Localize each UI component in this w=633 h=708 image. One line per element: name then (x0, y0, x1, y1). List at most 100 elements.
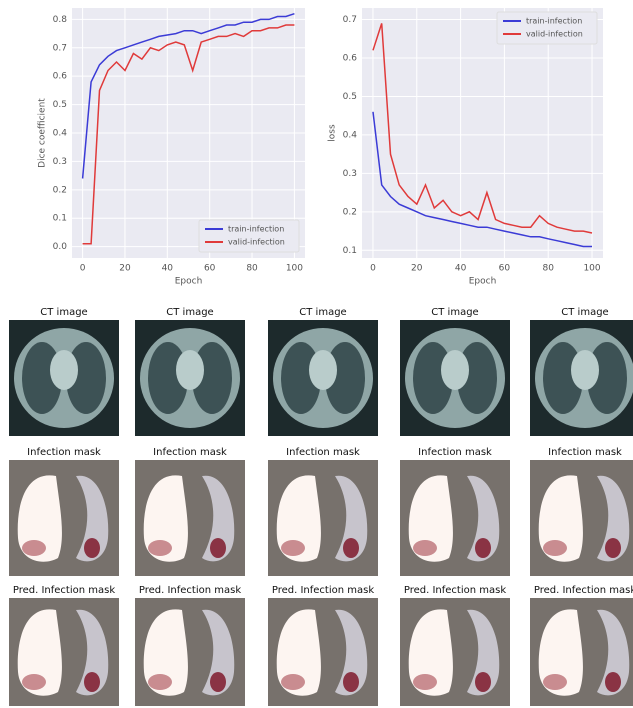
plot-area (362, 8, 603, 258)
y-tick-label: 0.3 (343, 169, 357, 179)
legend-label: train-infection (526, 17, 582, 26)
panel-title: Pred. Infection mask (534, 585, 633, 596)
infection (281, 674, 305, 690)
infection (148, 674, 172, 690)
y-axis-label: Dice coefficient (38, 98, 48, 168)
panel-title: Infection mask (418, 447, 492, 458)
y-tick-label: 0.2 (53, 185, 67, 195)
ct-heart (441, 350, 469, 390)
y-tick-label: 0.1 (53, 214, 67, 224)
infection (413, 674, 437, 690)
x-tick-label: 100 (583, 264, 600, 274)
left-lung (538, 609, 583, 696)
infection (148, 540, 172, 556)
y-tick-label: 0.6 (343, 54, 358, 64)
right-lung (202, 475, 235, 562)
left-lung (17, 475, 62, 562)
infection (475, 538, 491, 558)
x-tick-label: 0 (80, 264, 86, 274)
panel-title: CT image (40, 307, 87, 318)
left-lung (408, 475, 453, 562)
series-line (81, 12, 295, 179)
x-tick-label: 60 (499, 264, 511, 274)
ct-heart (50, 350, 78, 390)
right-lung (335, 609, 368, 696)
series-line (372, 23, 593, 234)
y-tick-label: 0.5 (53, 100, 67, 110)
ct-heart (176, 350, 204, 390)
panel-title: CT image (299, 307, 346, 318)
infection (343, 538, 359, 558)
y-tick-label: 0.0 (53, 242, 68, 252)
y-tick-label: 0.5 (343, 92, 357, 102)
infection (281, 540, 305, 556)
y-tick-label: 0.3 (53, 157, 67, 167)
left-lung (276, 609, 321, 696)
y-tick-label: 0.1 (343, 246, 357, 256)
infection (605, 672, 621, 692)
y-tick-label: 0.4 (343, 130, 358, 140)
panel-title: CT image (561, 307, 608, 318)
right-lung (76, 475, 109, 562)
y-tick-label: 0.7 (53, 43, 67, 53)
panel-title: Pred. Infection mask (13, 585, 115, 596)
x-axis-label: Epoch (469, 277, 497, 287)
y-tick-label: 0.7 (343, 15, 357, 25)
ct-heart (309, 350, 337, 390)
x-tick-label: 40 (162, 264, 174, 274)
legend-label: valid-infection (526, 30, 583, 39)
x-tick-label: 40 (455, 264, 467, 274)
right-lung (202, 609, 235, 696)
infection (543, 540, 567, 556)
panel-title: Pred. Infection mask (404, 585, 506, 596)
panel-title: Pred. Infection mask (139, 585, 241, 596)
panel-title: Infection mask (548, 447, 622, 458)
x-tick-label: 20 (119, 264, 131, 274)
left-lung (408, 609, 453, 696)
y-axis-label: loss (328, 124, 338, 142)
ct-heart (571, 350, 599, 390)
left-lung (538, 475, 583, 562)
infection (210, 672, 226, 692)
panel-title: Pred. Infection mask (272, 585, 374, 596)
infection (343, 672, 359, 692)
left-lung (276, 475, 321, 562)
legend-box (496, 11, 598, 45)
infection (84, 538, 100, 558)
x-tick-label: 60 (204, 264, 216, 274)
right-lung (597, 609, 630, 696)
infection (543, 674, 567, 690)
infection (413, 540, 437, 556)
panel-title: Infection mask (153, 447, 227, 458)
x-tick-label: 80 (246, 264, 258, 274)
right-lung (467, 609, 500, 696)
x-tick-label: 80 (543, 264, 555, 274)
infection (475, 672, 491, 692)
series-line (372, 111, 592, 248)
x-tick-label: 100 (286, 264, 303, 274)
y-tick-label: 0.4 (53, 129, 68, 139)
panel-title: Infection mask (27, 447, 101, 458)
panel-title: CT image (431, 307, 478, 318)
infection (605, 538, 621, 558)
right-lung (76, 609, 109, 696)
legend-box (198, 219, 300, 253)
left-lung (17, 609, 62, 696)
right-lung (335, 475, 368, 562)
x-tick-label: 0 (370, 264, 376, 274)
panel-title: CT image (166, 307, 213, 318)
infection (22, 674, 46, 690)
x-axis-label: Epoch (175, 277, 203, 287)
y-tick-label: 0.2 (343, 207, 357, 217)
right-lung (467, 475, 500, 562)
right-lung (597, 475, 630, 562)
series-line (82, 24, 295, 245)
infection (22, 540, 46, 556)
x-tick-label: 20 (411, 264, 423, 274)
panel-title: Infection mask (286, 447, 360, 458)
left-lung (143, 475, 188, 562)
legend-label: train-infection (228, 225, 284, 234)
left-lung (143, 609, 188, 696)
y-tick-label: 0.6 (53, 72, 68, 82)
